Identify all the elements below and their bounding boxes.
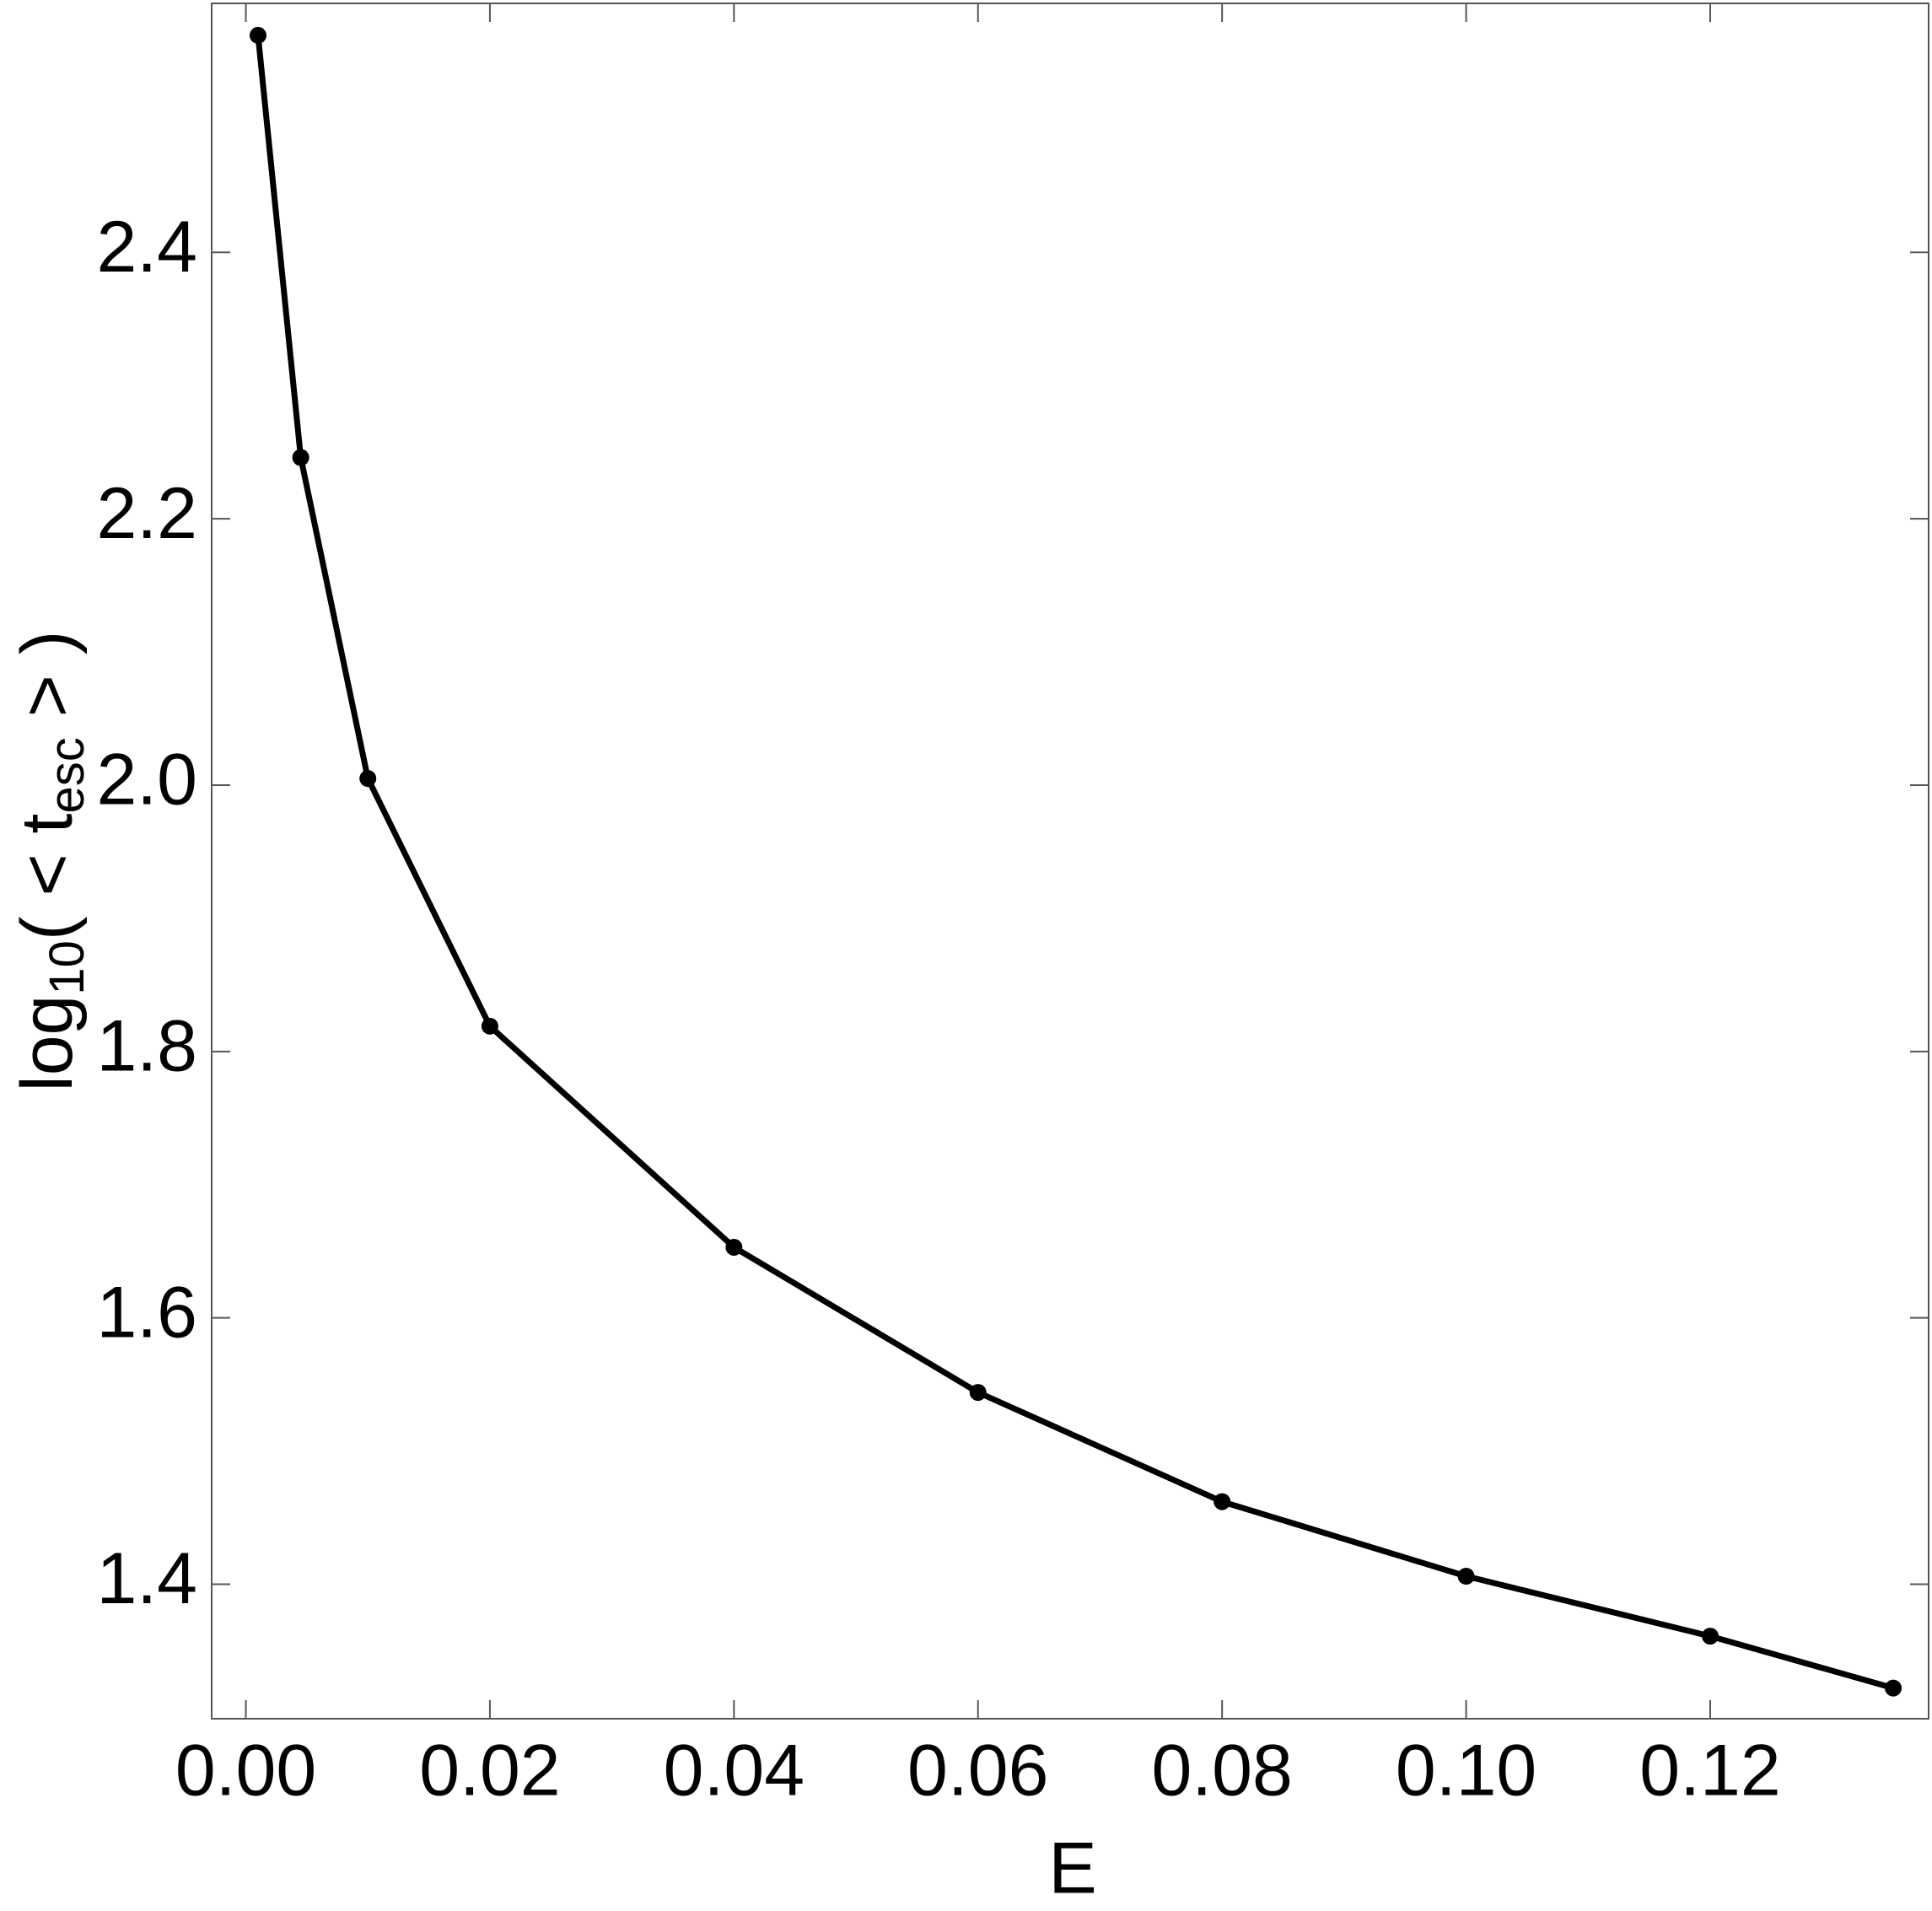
x-tick-label: 0.10 <box>1396 1731 1536 1811</box>
y-label-part: log <box>7 995 88 1092</box>
series-line <box>255 35 1894 1692</box>
x-tick-label: 0.12 <box>1639 1731 1780 1811</box>
y-axis-label: log10( < tesc > ) <box>7 631 95 1092</box>
data-point <box>359 770 377 788</box>
y-tick-label: 2.4 <box>96 207 197 288</box>
x-tick-label: 0.08 <box>1151 1731 1292 1811</box>
y-tick-label: 2.2 <box>96 473 197 554</box>
y-tick-label: 1.4 <box>96 1538 197 1619</box>
data-point <box>1214 1493 1231 1510</box>
data-point <box>969 1384 987 1402</box>
y-label-subscript: 10 <box>40 940 94 995</box>
data-point <box>292 449 309 466</box>
data-point <box>481 1017 498 1035</box>
y-label-subscript: esc <box>40 737 94 813</box>
y-label-part: > ) <box>7 631 88 738</box>
data-point <box>1701 1628 1719 1645</box>
y-label-part: ( < t <box>7 813 88 940</box>
y-tick-label: 1.6 <box>96 1272 197 1353</box>
x-tick-label: 0.02 <box>419 1731 560 1811</box>
y-tick-label: 2.0 <box>96 740 197 821</box>
plot-frame <box>211 3 1929 1720</box>
x-axis-label: E <box>1048 1828 1096 1909</box>
data-point <box>1885 1679 1902 1697</box>
data-point <box>1457 1568 1475 1585</box>
x-tick-label: 0.06 <box>907 1731 1048 1811</box>
x-tick-label: 0.00 <box>175 1731 316 1811</box>
y-tick-label: 1.8 <box>96 1006 197 1087</box>
data-point <box>725 1238 743 1256</box>
data-point <box>249 26 266 44</box>
x-tick-label: 0.04 <box>664 1731 805 1811</box>
